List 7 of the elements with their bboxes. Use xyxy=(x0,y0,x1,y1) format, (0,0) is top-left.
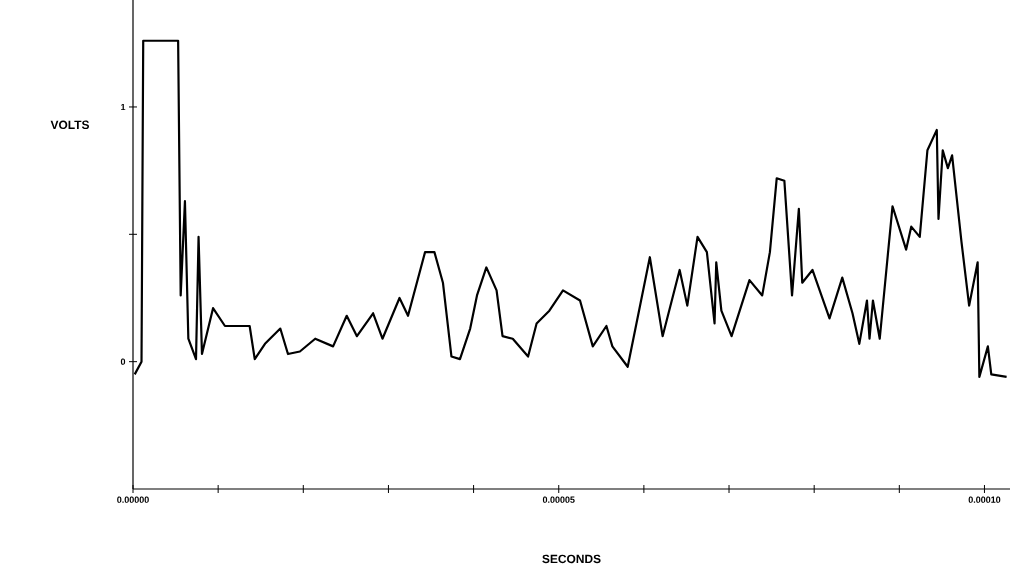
x-tick-label: 0.00005 xyxy=(542,496,575,503)
y-axis-title: VOLTS xyxy=(50,120,90,130)
x-axis-title: SECONDS xyxy=(542,554,601,564)
y-tick-label: 1 xyxy=(121,103,126,111)
y-tick-label: 0 xyxy=(120,358,126,365)
x-tick-label: 0.00010 xyxy=(968,496,1001,503)
x-tick-label: 0.00000 xyxy=(117,496,149,503)
